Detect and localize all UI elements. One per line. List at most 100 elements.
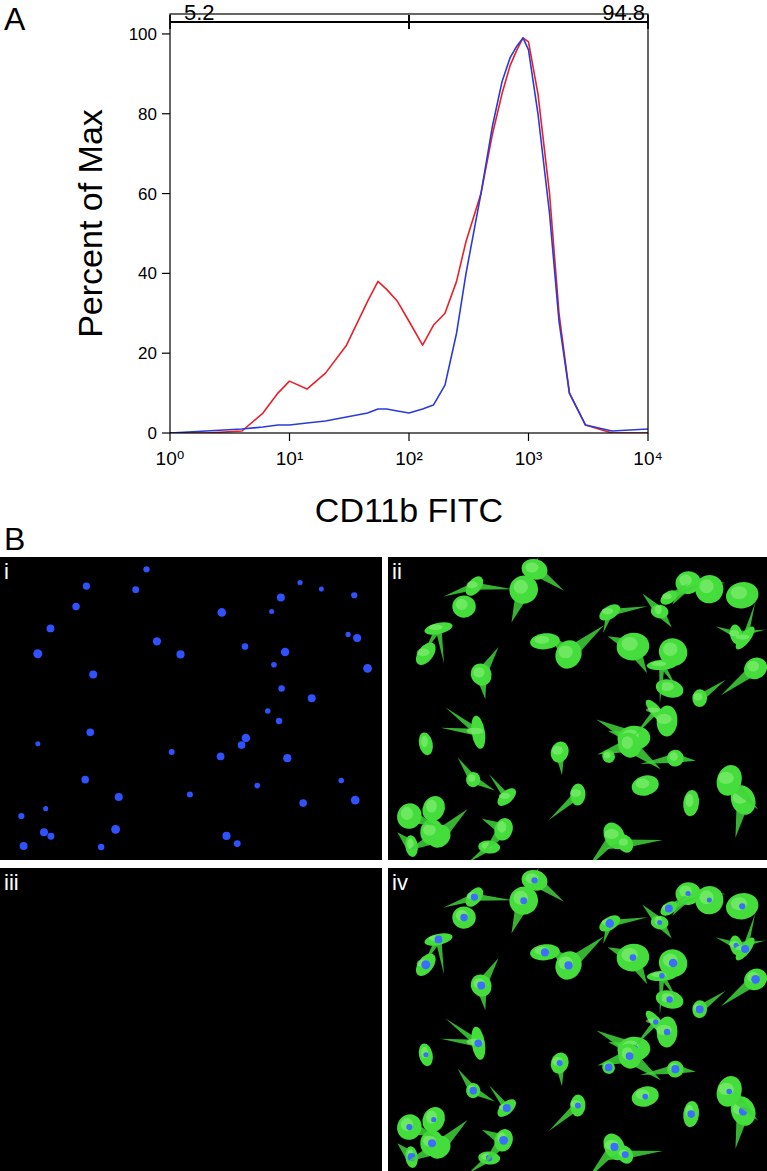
- cell-body: [465, 771, 482, 789]
- y-tick-label: 0: [148, 424, 157, 443]
- cell-body: [597, 601, 623, 624]
- x-tick: [647, 433, 648, 441]
- cell-highlight: [621, 948, 637, 962]
- x-tick-label: 10⁴: [633, 448, 662, 469]
- cell-highlight: [699, 579, 713, 593]
- image-background: [388, 868, 767, 1171]
- y-tick-label: 60: [138, 185, 157, 204]
- nucleus: [153, 637, 161, 645]
- cell-highlight: [604, 752, 611, 758]
- nucleus: [271, 662, 277, 668]
- nucleus: [739, 903, 745, 909]
- nucleus: [630, 954, 637, 961]
- nucleus: [707, 898, 712, 903]
- nucleus: [351, 592, 357, 598]
- cell-highlight: [731, 586, 747, 599]
- micrograph: [388, 557, 767, 860]
- gate-label: 94.8: [602, 0, 645, 25]
- nucleus: [520, 897, 527, 904]
- cell-highlight: [499, 793, 510, 799]
- nucleus: [657, 920, 662, 925]
- cell-body: [452, 595, 476, 618]
- cell-highlight: [428, 625, 442, 631]
- nucleus: [308, 694, 316, 702]
- nucleus: [254, 783, 260, 789]
- micrograph: [0, 557, 382, 860]
- cell-body: [650, 603, 670, 619]
- panel-label: B: [4, 521, 25, 557]
- cell-highlight: [401, 1118, 413, 1131]
- cell-body: [664, 746, 687, 770]
- cell-highlight: [669, 752, 677, 760]
- cell-highlight: [423, 824, 436, 836]
- cell-body: [713, 1073, 746, 1110]
- nucleus: [622, 1151, 629, 1158]
- cell-highlight: [694, 693, 703, 700]
- nucleus: [687, 1110, 695, 1118]
- gate-label: 5.2: [184, 0, 215, 25]
- nucleus: [169, 749, 175, 755]
- cell-highlight: [747, 661, 759, 671]
- cell-highlight: [467, 581, 478, 588]
- cell-body: [494, 1096, 519, 1120]
- nucleus: [605, 919, 614, 928]
- cell-highlight: [686, 794, 694, 807]
- cell-body: [629, 1084, 661, 1110]
- cell-body: [412, 639, 440, 669]
- cell-highlight: [514, 891, 528, 905]
- cell-highlight: [468, 774, 475, 782]
- cell-body: [520, 557, 550, 582]
- nucleus: [541, 948, 549, 956]
- y-tick-label: 100: [129, 25, 157, 44]
- nucleus: [626, 1052, 634, 1060]
- cell-highlight: [655, 916, 662, 925]
- nucleus: [132, 586, 139, 593]
- cell-body: [600, 747, 618, 765]
- cell-highlight: [622, 1047, 633, 1060]
- cell-body: [600, 1058, 618, 1076]
- gate-end: [408, 15, 410, 29]
- nucleus: [741, 945, 749, 953]
- cell-highlight: [570, 1100, 581, 1108]
- cell-body: [462, 884, 487, 910]
- nucleus: [406, 1124, 412, 1130]
- y-tick: [162, 273, 170, 274]
- nucleus: [431, 1117, 436, 1122]
- cell-highlight: [663, 954, 677, 968]
- y-tick: [162, 33, 170, 34]
- nucleus: [187, 791, 193, 797]
- cell-highlight: [731, 897, 747, 910]
- cell-highlight: [605, 829, 619, 839]
- cell-process: [549, 1102, 581, 1131]
- cell-highlight: [467, 728, 484, 735]
- cell-body: [423, 620, 453, 637]
- cell-body: [654, 676, 686, 700]
- cell-body: [740, 653, 767, 683]
- nucleus: [238, 741, 246, 749]
- cell-highlight: [718, 1083, 734, 1095]
- cell-highlight: [456, 910, 468, 921]
- cell-highlight: [552, 1057, 563, 1066]
- cell-highlight: [525, 873, 538, 883]
- cell-highlight: [679, 575, 692, 586]
- image-background: [0, 868, 382, 1171]
- gate-end: [647, 15, 649, 29]
- nucleus: [338, 778, 344, 784]
- cell-body: [412, 950, 440, 980]
- cell-body: [654, 987, 686, 1011]
- cell-body: [529, 632, 560, 651]
- nucleus: [222, 832, 230, 840]
- y-tick-label: 40: [138, 264, 157, 283]
- x-tick: [169, 433, 170, 441]
- nucleus: [471, 893, 478, 900]
- cell-highlight: [426, 800, 437, 813]
- cell-body: [529, 943, 560, 962]
- nucleus: [421, 960, 430, 969]
- nucleus: [33, 649, 42, 658]
- cell-highlight: [421, 736, 428, 747]
- cell-highlight: [718, 772, 734, 784]
- panel-label: A: [4, 1, 26, 37]
- plot-area: [170, 38, 648, 433]
- nucleus: [277, 593, 285, 601]
- cell-highlight: [636, 1090, 650, 1100]
